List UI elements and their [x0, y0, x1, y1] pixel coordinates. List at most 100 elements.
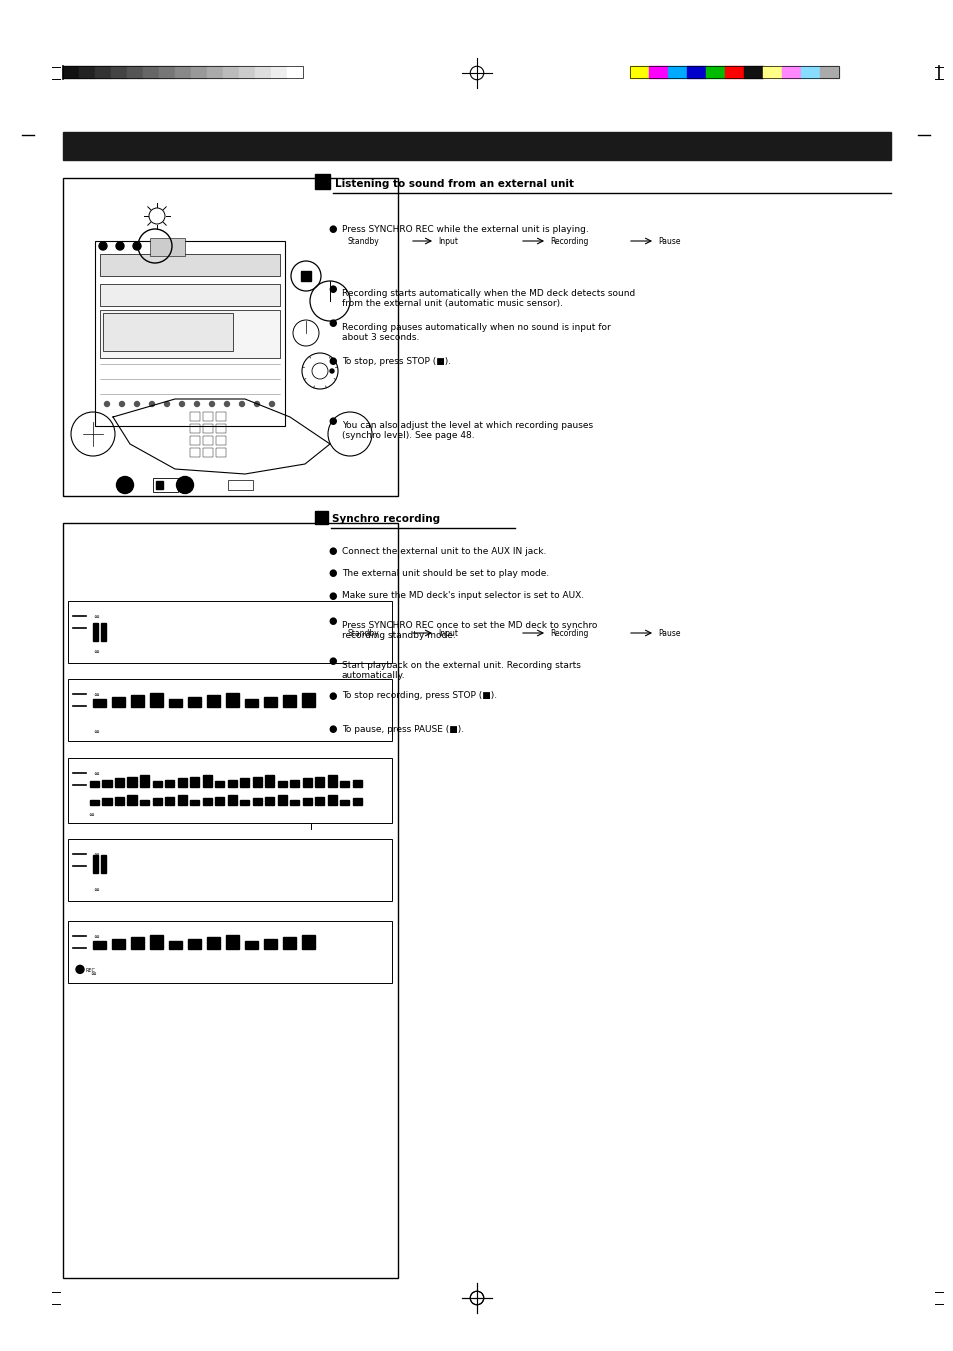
Bar — [174, 66, 191, 78]
Bar — [190, 449, 200, 457]
Bar — [253, 798, 261, 805]
Bar — [339, 800, 349, 805]
Circle shape — [239, 401, 244, 407]
Bar — [253, 777, 261, 788]
Circle shape — [254, 401, 259, 407]
Bar — [226, 693, 239, 707]
Bar — [169, 940, 182, 948]
Bar — [207, 936, 220, 948]
Bar — [150, 693, 163, 707]
Text: ●: ● — [328, 690, 336, 701]
Bar — [254, 66, 271, 78]
Bar — [283, 936, 295, 948]
Text: ●: ● — [328, 357, 336, 366]
Bar — [95, 240, 285, 426]
Bar — [265, 797, 274, 805]
Bar — [100, 309, 280, 358]
Bar — [63, 132, 890, 159]
Bar — [115, 797, 124, 805]
Circle shape — [134, 401, 139, 407]
Bar — [277, 796, 286, 805]
Bar — [629, 66, 648, 78]
Bar — [227, 780, 236, 788]
Bar — [156, 481, 163, 489]
Bar — [190, 436, 200, 444]
Bar — [781, 66, 801, 78]
Bar — [140, 800, 149, 805]
Text: ∞: ∞ — [92, 886, 99, 893]
Bar — [290, 800, 298, 805]
Bar — [102, 780, 112, 788]
Bar — [131, 694, 144, 707]
Bar — [90, 781, 99, 788]
Bar — [302, 778, 312, 788]
Text: Make sure the MD deck's input selector is set to AUX.: Make sure the MD deck's input selector i… — [341, 592, 583, 600]
Bar — [314, 511, 328, 524]
Bar — [177, 796, 186, 805]
Bar — [190, 800, 199, 805]
Text: ∞: ∞ — [92, 851, 99, 858]
Bar — [159, 66, 174, 78]
Bar — [314, 797, 324, 805]
Bar — [63, 523, 397, 1278]
Text: Press SYNCHRO REC once to set the MD deck to synchro
recording standby mode.: Press SYNCHRO REC once to set the MD dec… — [341, 621, 597, 640]
Bar — [264, 697, 276, 707]
Circle shape — [176, 477, 193, 493]
Text: REC: REC — [85, 969, 94, 973]
Circle shape — [224, 401, 230, 407]
Bar — [169, 698, 182, 707]
Bar — [165, 780, 173, 788]
Bar — [68, 601, 392, 663]
Bar — [68, 680, 392, 740]
Circle shape — [132, 242, 141, 250]
Bar — [339, 781, 349, 788]
Text: ●: ● — [328, 590, 336, 601]
Text: ●: ● — [328, 567, 336, 578]
Text: Input: Input — [437, 236, 457, 246]
Bar — [648, 66, 667, 78]
Bar — [131, 936, 144, 948]
Bar — [215, 412, 226, 422]
Bar — [63, 178, 397, 496]
Text: Press SYNCHRO REC while the external unit is playing.: Press SYNCHRO REC while the external uni… — [341, 224, 588, 234]
Circle shape — [269, 401, 274, 407]
Text: ∞: ∞ — [92, 613, 99, 620]
Bar — [686, 66, 705, 78]
Bar — [239, 66, 254, 78]
Bar — [177, 778, 186, 788]
Circle shape — [194, 401, 199, 407]
Bar — [111, 66, 127, 78]
Text: Pause: Pause — [658, 236, 679, 246]
Text: ●: ● — [328, 657, 336, 666]
Bar — [214, 781, 224, 788]
Text: ●: ● — [328, 317, 336, 328]
Text: Recording starts automatically when the MD deck detects sound
from the external : Recording starts automatically when the … — [341, 289, 635, 308]
Text: Recording: Recording — [550, 628, 588, 638]
Bar — [245, 940, 257, 948]
Circle shape — [76, 966, 84, 973]
Bar — [301, 272, 311, 281]
Bar — [287, 66, 303, 78]
Text: The external unit should be set to play mode.: The external unit should be set to play … — [341, 569, 549, 577]
Circle shape — [330, 369, 334, 373]
Bar — [190, 777, 199, 788]
Bar — [352, 780, 361, 788]
Circle shape — [164, 401, 170, 407]
Text: ∞: ∞ — [92, 771, 99, 777]
Bar — [227, 796, 236, 805]
Bar — [283, 694, 295, 707]
Bar — [112, 697, 125, 707]
Bar — [128, 777, 136, 788]
Bar — [215, 449, 226, 457]
Bar — [271, 66, 287, 78]
Text: Listening to sound from an external unit: Listening to sound from an external unit — [335, 178, 574, 189]
Bar — [68, 758, 392, 823]
Text: ●: ● — [328, 616, 336, 626]
Bar — [92, 940, 106, 948]
Bar — [705, 66, 724, 78]
Bar — [302, 693, 314, 707]
Text: Recording: Recording — [550, 236, 588, 246]
Text: Standby: Standby — [348, 628, 379, 638]
Text: Recording pauses automatically when no sound is input for
about 3 seconds.: Recording pauses automatically when no s… — [341, 323, 610, 342]
Text: ●: ● — [328, 416, 336, 426]
